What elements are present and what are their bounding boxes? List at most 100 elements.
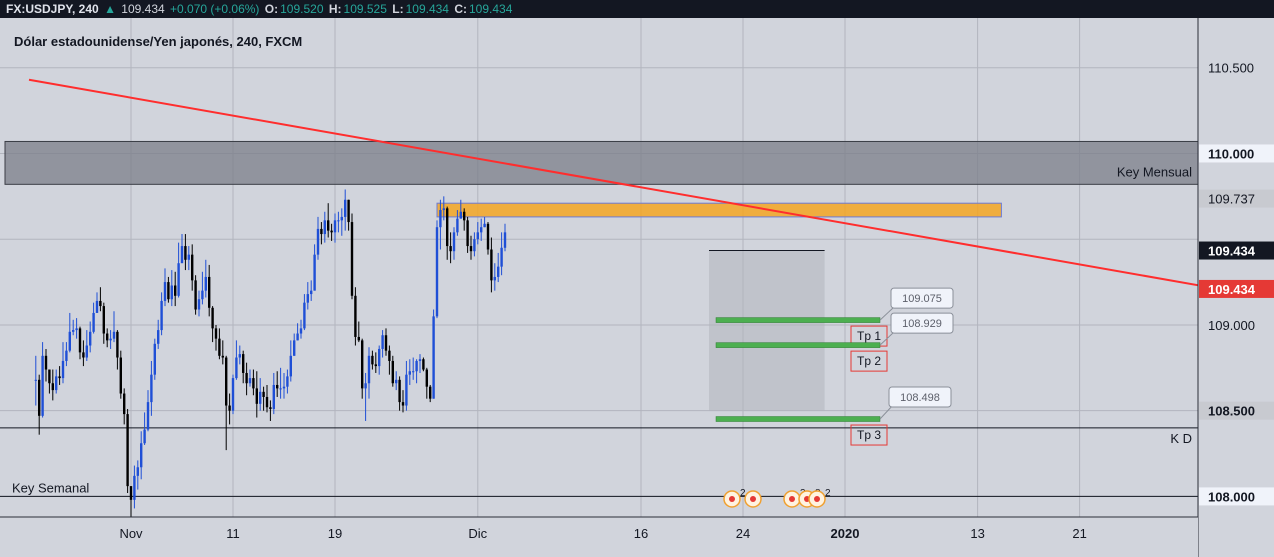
last-price-bg	[1199, 241, 1274, 260]
candle	[469, 246, 473, 252]
candle	[442, 208, 445, 211]
candle	[102, 306, 105, 334]
candle	[320, 228, 323, 235]
candle	[194, 280, 197, 310]
candle	[279, 388, 282, 390]
candle	[333, 220, 337, 233]
candle	[235, 357, 238, 379]
price-axis-labels: 110.500 109.000 110.000 109.737 109.434 109.4…	[1199, 61, 1274, 506]
candle	[381, 335, 384, 349]
candle	[401, 402, 405, 406]
candle	[452, 232, 456, 252]
candle	[106, 333, 109, 341]
candle	[456, 218, 459, 233]
candle	[55, 376, 58, 391]
trendline-layer	[28, 78, 1220, 290]
candle	[503, 232, 507, 248]
candle	[92, 312, 95, 332]
time-axis[interactable]	[0, 517, 1198, 557]
candle	[378, 348, 381, 367]
key-mensual-zone	[4, 140, 1199, 185]
candle	[412, 371, 415, 373]
time-tick-label: 19	[328, 526, 342, 541]
candle	[78, 328, 82, 353]
candle	[184, 246, 187, 260]
candle	[204, 276, 207, 291]
take-profit-label: Tp 3	[857, 428, 881, 442]
trade-layer	[709, 250, 825, 412]
time-tick-label: 16	[634, 526, 648, 541]
horizontal-lines-layer: Key Semanal K D	[0, 427, 1198, 497]
take-profit-price: 108.929	[902, 318, 942, 330]
candle	[439, 210, 442, 228]
time-axis-labels: Nov 11 19 Dic 16 24 2020 13 21	[119, 526, 1086, 541]
candle	[255, 388, 258, 404]
candle	[245, 372, 248, 384]
take-profit-layer: Tp 1 109.075 Tp 2 108.929 Tp 3 108.498	[715, 287, 954, 446]
candle	[435, 227, 439, 317]
candle	[75, 328, 78, 331]
candle	[364, 383, 367, 389]
candle	[493, 276, 496, 281]
take-profit-callout	[890, 287, 954, 309]
candle	[463, 211, 466, 221]
key-d-price-bg	[1199, 401, 1274, 420]
key-semanal-price: 108.000	[1208, 489, 1255, 504]
candle	[218, 338, 221, 356]
candle	[286, 376, 289, 387]
open-value: 109.520	[280, 2, 324, 16]
candle	[340, 216, 343, 221]
candle	[422, 359, 425, 370]
candle	[483, 223, 486, 228]
candle	[133, 475, 136, 500]
trendline	[28, 78, 1220, 290]
close-label: C:	[454, 2, 467, 16]
candle	[180, 246, 184, 264]
close-value: 109.434	[469, 2, 513, 16]
price-up-icon: ▲	[104, 2, 116, 16]
candle	[41, 355, 44, 416]
candle	[221, 355, 224, 358]
candle	[89, 331, 92, 346]
candle	[282, 386, 286, 389]
chart-title: Dólar estadounidense/Yen japonés, 240, F…	[14, 34, 302, 49]
candle	[167, 282, 170, 300]
candle	[265, 396, 269, 408]
candle	[61, 360, 65, 379]
candle	[391, 360, 394, 384]
candle	[242, 354, 245, 373]
candle	[85, 345, 88, 358]
candle	[65, 350, 68, 361]
zone-top-price-bg	[1199, 189, 1274, 208]
candle	[354, 295, 357, 337]
zone-top-price: 109.737	[1208, 192, 1255, 207]
candle	[459, 211, 462, 219]
candle	[299, 328, 303, 334]
take-profit-callout	[890, 312, 954, 334]
candle	[146, 402, 150, 430]
price-tick-label: 110.500	[1208, 61, 1254, 76]
candle	[123, 393, 126, 415]
high-value: 109.525	[343, 2, 387, 16]
candle	[398, 379, 401, 403]
symbol-label[interactable]: FX:USDJPY, 240	[6, 2, 99, 16]
candle	[374, 364, 377, 367]
take-profit-callout	[888, 386, 952, 408]
take-profit-label: Tp 1	[857, 329, 881, 343]
candle	[367, 355, 371, 384]
plot-area[interactable]	[0, 18, 1198, 517]
candle	[150, 374, 153, 403]
trade-region	[709, 250, 825, 412]
candle	[34, 379, 37, 381]
events-layer[interactable]: 2382	[723, 488, 831, 508]
candle	[293, 340, 296, 356]
candle	[316, 228, 320, 255]
candle	[252, 378, 255, 389]
candle	[44, 355, 48, 370]
candle	[129, 486, 133, 500]
change-text: +0.070 (+0.06%)	[170, 2, 260, 16]
candle	[490, 249, 493, 281]
candle	[225, 357, 228, 406]
candle	[272, 384, 275, 409]
